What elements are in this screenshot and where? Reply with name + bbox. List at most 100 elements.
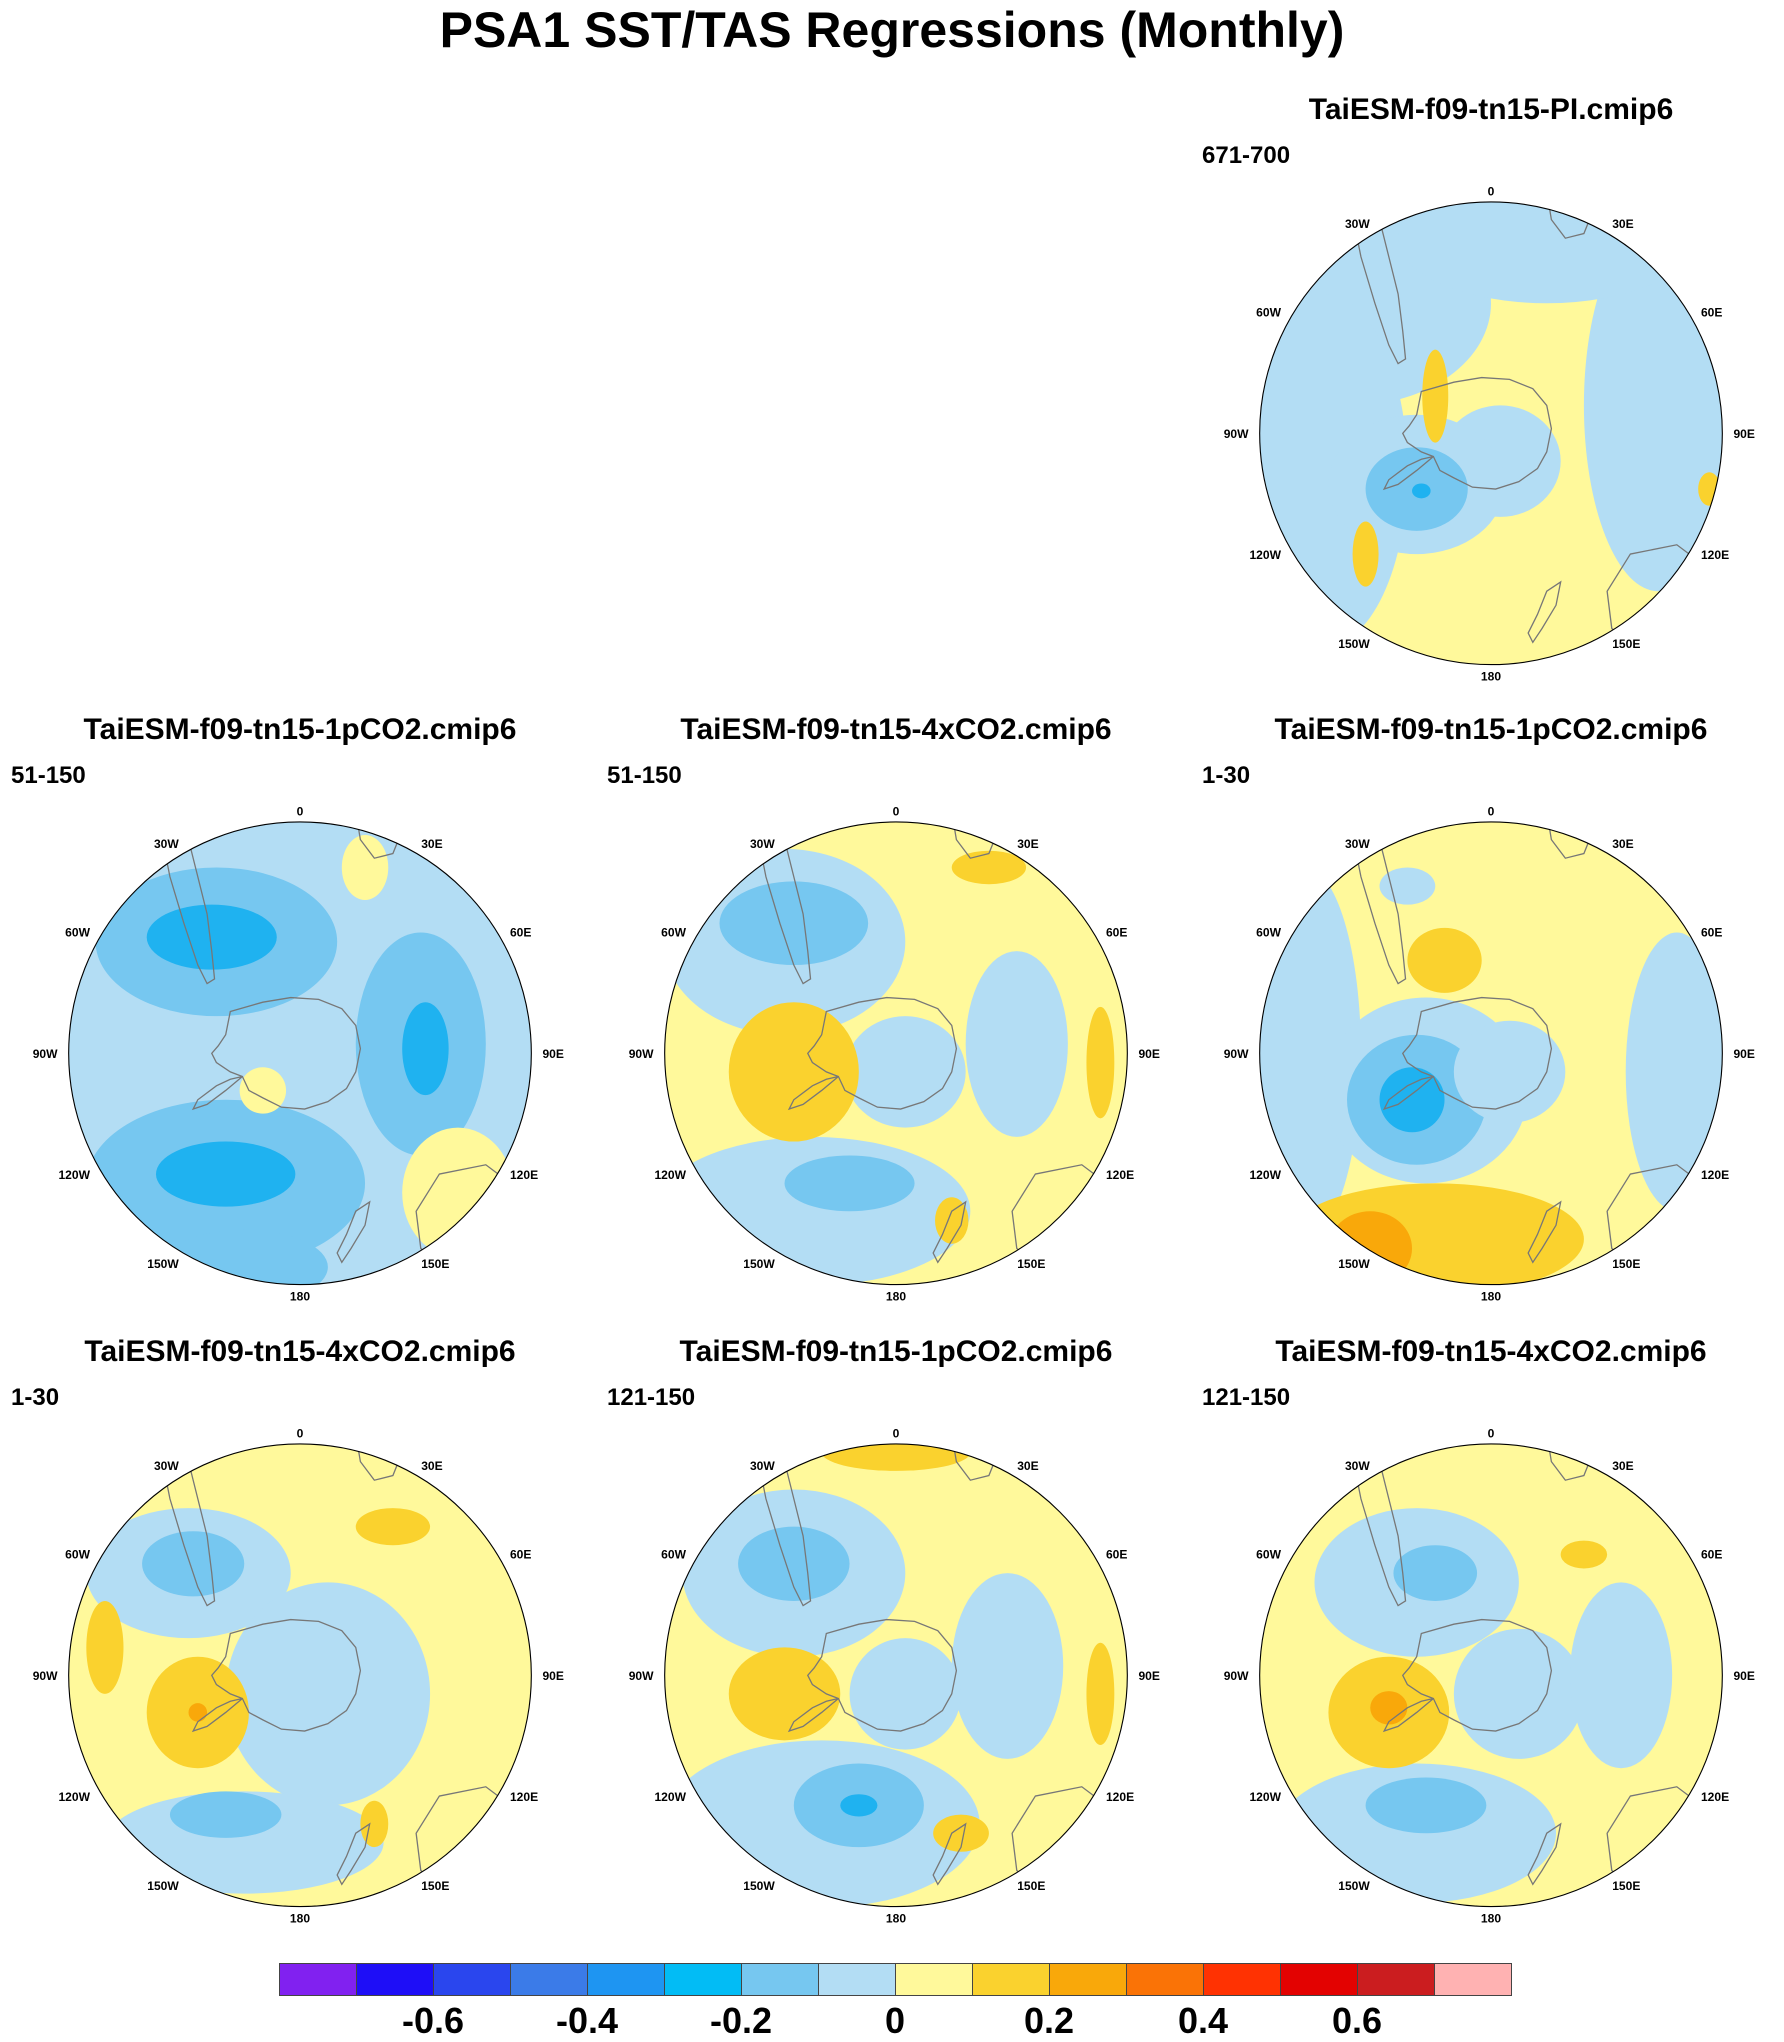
longitude-label: 90E	[1138, 1669, 1159, 1683]
coastline-path	[932, 1200, 967, 1264]
longitude-label: 30W	[154, 837, 179, 851]
colorbar-swatch	[818, 1963, 896, 1996]
map-border	[68, 1443, 532, 1908]
longitude-label: 30W	[750, 837, 775, 851]
longitude-label: 150E	[1017, 1257, 1045, 1271]
longitude-label: 60W	[65, 926, 90, 940]
map-panel-1pco2-121-150: TaiESM-f09-tn15-1pCO2.cmip6 121-150 0 30E…	[596, 1334, 1196, 1954]
longitude-label: 120W	[58, 1790, 90, 1804]
longitude-label: 60W	[1256, 1548, 1281, 1562]
map-panel-4xco2-121-150: TaiESM-f09-tn15-4xCO2.cmip6 121-150 0 30E…	[1191, 1334, 1784, 1954]
contour-region	[239, 1067, 287, 1114]
panel-period-label: 121-150	[1202, 1384, 1291, 1411]
contour-region	[784, 1155, 915, 1212]
contour-region	[1393, 1545, 1478, 1601]
longitude-label: 150W	[147, 1257, 179, 1271]
coastline-path	[1401, 996, 1553, 1110]
coastline-path	[951, 1443, 999, 1481]
map-border	[68, 821, 532, 1286]
longitude-label: 60E	[1701, 306, 1722, 320]
longitude-label: 30E	[1612, 217, 1633, 231]
longitude-label: 0	[1488, 184, 1495, 198]
longitude-label: 120E	[510, 1790, 538, 1804]
longitude-label: 0	[297, 804, 304, 818]
colorbar-tick-label: -0.2	[709, 2000, 773, 2041]
contour-region	[1453, 1020, 1566, 1123]
longitude-label: 150E	[1612, 1879, 1640, 1893]
longitude-label: 120E	[510, 1168, 538, 1182]
longitude-label: 60E	[1701, 926, 1722, 940]
longitude-label: 90W	[629, 1669, 654, 1683]
longitude-label: 150E	[1017, 1879, 1045, 1893]
longitude-label: 0	[1488, 804, 1495, 818]
contour-region	[1086, 1006, 1115, 1119]
polar-map-svg: 0 30E 60E 90E 120E 150E 180 150W 120W 90W 60W 30W	[1224, 804, 1755, 1303]
longitude-label: 90E	[542, 1669, 563, 1683]
longitude-label: 60W	[65, 1548, 90, 1562]
longitude-label: 90W	[33, 1669, 58, 1683]
longitude-label: 30W	[1345, 217, 1370, 231]
coastline-path	[355, 821, 403, 859]
map-border	[1259, 1443, 1723, 1908]
coastline-path	[1527, 1200, 1562, 1264]
coastline-path	[1401, 1618, 1553, 1732]
coastline-path	[210, 996, 362, 1110]
contour-region	[402, 1002, 449, 1096]
longitude-label: 180	[886, 1289, 906, 1303]
contour-region	[1625, 932, 1723, 1212]
map-border	[1259, 821, 1723, 1286]
longitude-label: 120W	[1249, 1790, 1281, 1804]
panel-model-title: TaiESM-f09-tn15-1pCO2.cmip6	[1274, 713, 1708, 746]
longitude-label: 150W	[1338, 1879, 1370, 1893]
longitude-label: 60E	[1701, 1548, 1722, 1562]
contour-region	[1453, 1628, 1584, 1759]
longitude-label: 60W	[661, 926, 686, 940]
longitude-label: 180	[886, 1911, 906, 1925]
coastline-path	[787, 1075, 839, 1111]
longitude-label: 90E	[542, 1047, 563, 1061]
coastline-path	[1546, 1443, 1594, 1481]
colorbar-swatch	[664, 1963, 742, 1996]
longitude-label: 90W	[33, 1047, 58, 1061]
longitude-label: 180	[1481, 1289, 1501, 1303]
map-panel-1pco2-1-30: TaiESM-f09-tn15-1pCO2.cmip6 1-30 0 30E 60E…	[1191, 712, 1784, 1332]
longitude-label: 180	[290, 1289, 310, 1303]
longitude-label: 120W	[1249, 548, 1281, 562]
contour-region	[1412, 483, 1431, 499]
contour-region	[728, 1647, 841, 1741]
longitude-label: 120W	[654, 1790, 686, 1804]
contour-region	[1086, 1642, 1115, 1745]
polar-map-svg: 0 30E 60E 90E 120E 150E 180 150W 120W 90W 60W 30W	[1224, 184, 1755, 683]
map-border	[1259, 201, 1723, 666]
contour-region	[1352, 521, 1379, 587]
figure-title: PSA1 SST/TAS Regressions (Monthly)	[439, 2, 1345, 58]
map-panel-1pco2-51-150: TaiESM-f09-tn15-1pCO2.cmip6 51-150 0 30E 6…	[0, 712, 600, 1332]
longitude-label: 30E	[421, 1459, 442, 1473]
colorbar-swatch	[972, 1963, 1050, 1996]
map-panel-pi: TaiESM-f09-tn15-PI.cmip6 671-700 0 30E 60E…	[1191, 92, 1784, 712]
longitude-label: 150W	[743, 1257, 775, 1271]
contour-region	[188, 1703, 208, 1722]
longitude-label: 120W	[58, 1168, 90, 1182]
coastline-path	[1382, 455, 1434, 491]
contour-region	[142, 1531, 245, 1597]
contour-region	[160, 1229, 328, 1285]
contour-region	[360, 1800, 389, 1848]
longitude-label: 150W	[147, 1879, 179, 1893]
longitude-label: 60E	[510, 1548, 531, 1562]
colorbar-swatch	[1049, 1963, 1127, 1996]
contour-region	[935, 1197, 969, 1244]
contour-region	[821, 1443, 971, 1471]
contour-region	[738, 1526, 850, 1601]
longitude-label: 30E	[1612, 837, 1633, 851]
longitude-label: 30E	[1612, 1459, 1633, 1473]
contour-region	[840, 1794, 878, 1817]
contour-region	[1328, 1211, 1413, 1285]
colorbar-swatch	[895, 1963, 973, 1996]
contour-region	[1407, 927, 1482, 993]
colorbar-tick-label: 0.4	[1177, 2000, 1229, 2041]
coastline-path	[336, 1200, 371, 1264]
longitude-label: 150E	[1612, 1257, 1640, 1271]
longitude-label: 90E	[1138, 1047, 1159, 1061]
contour-region	[933, 1814, 989, 1852]
